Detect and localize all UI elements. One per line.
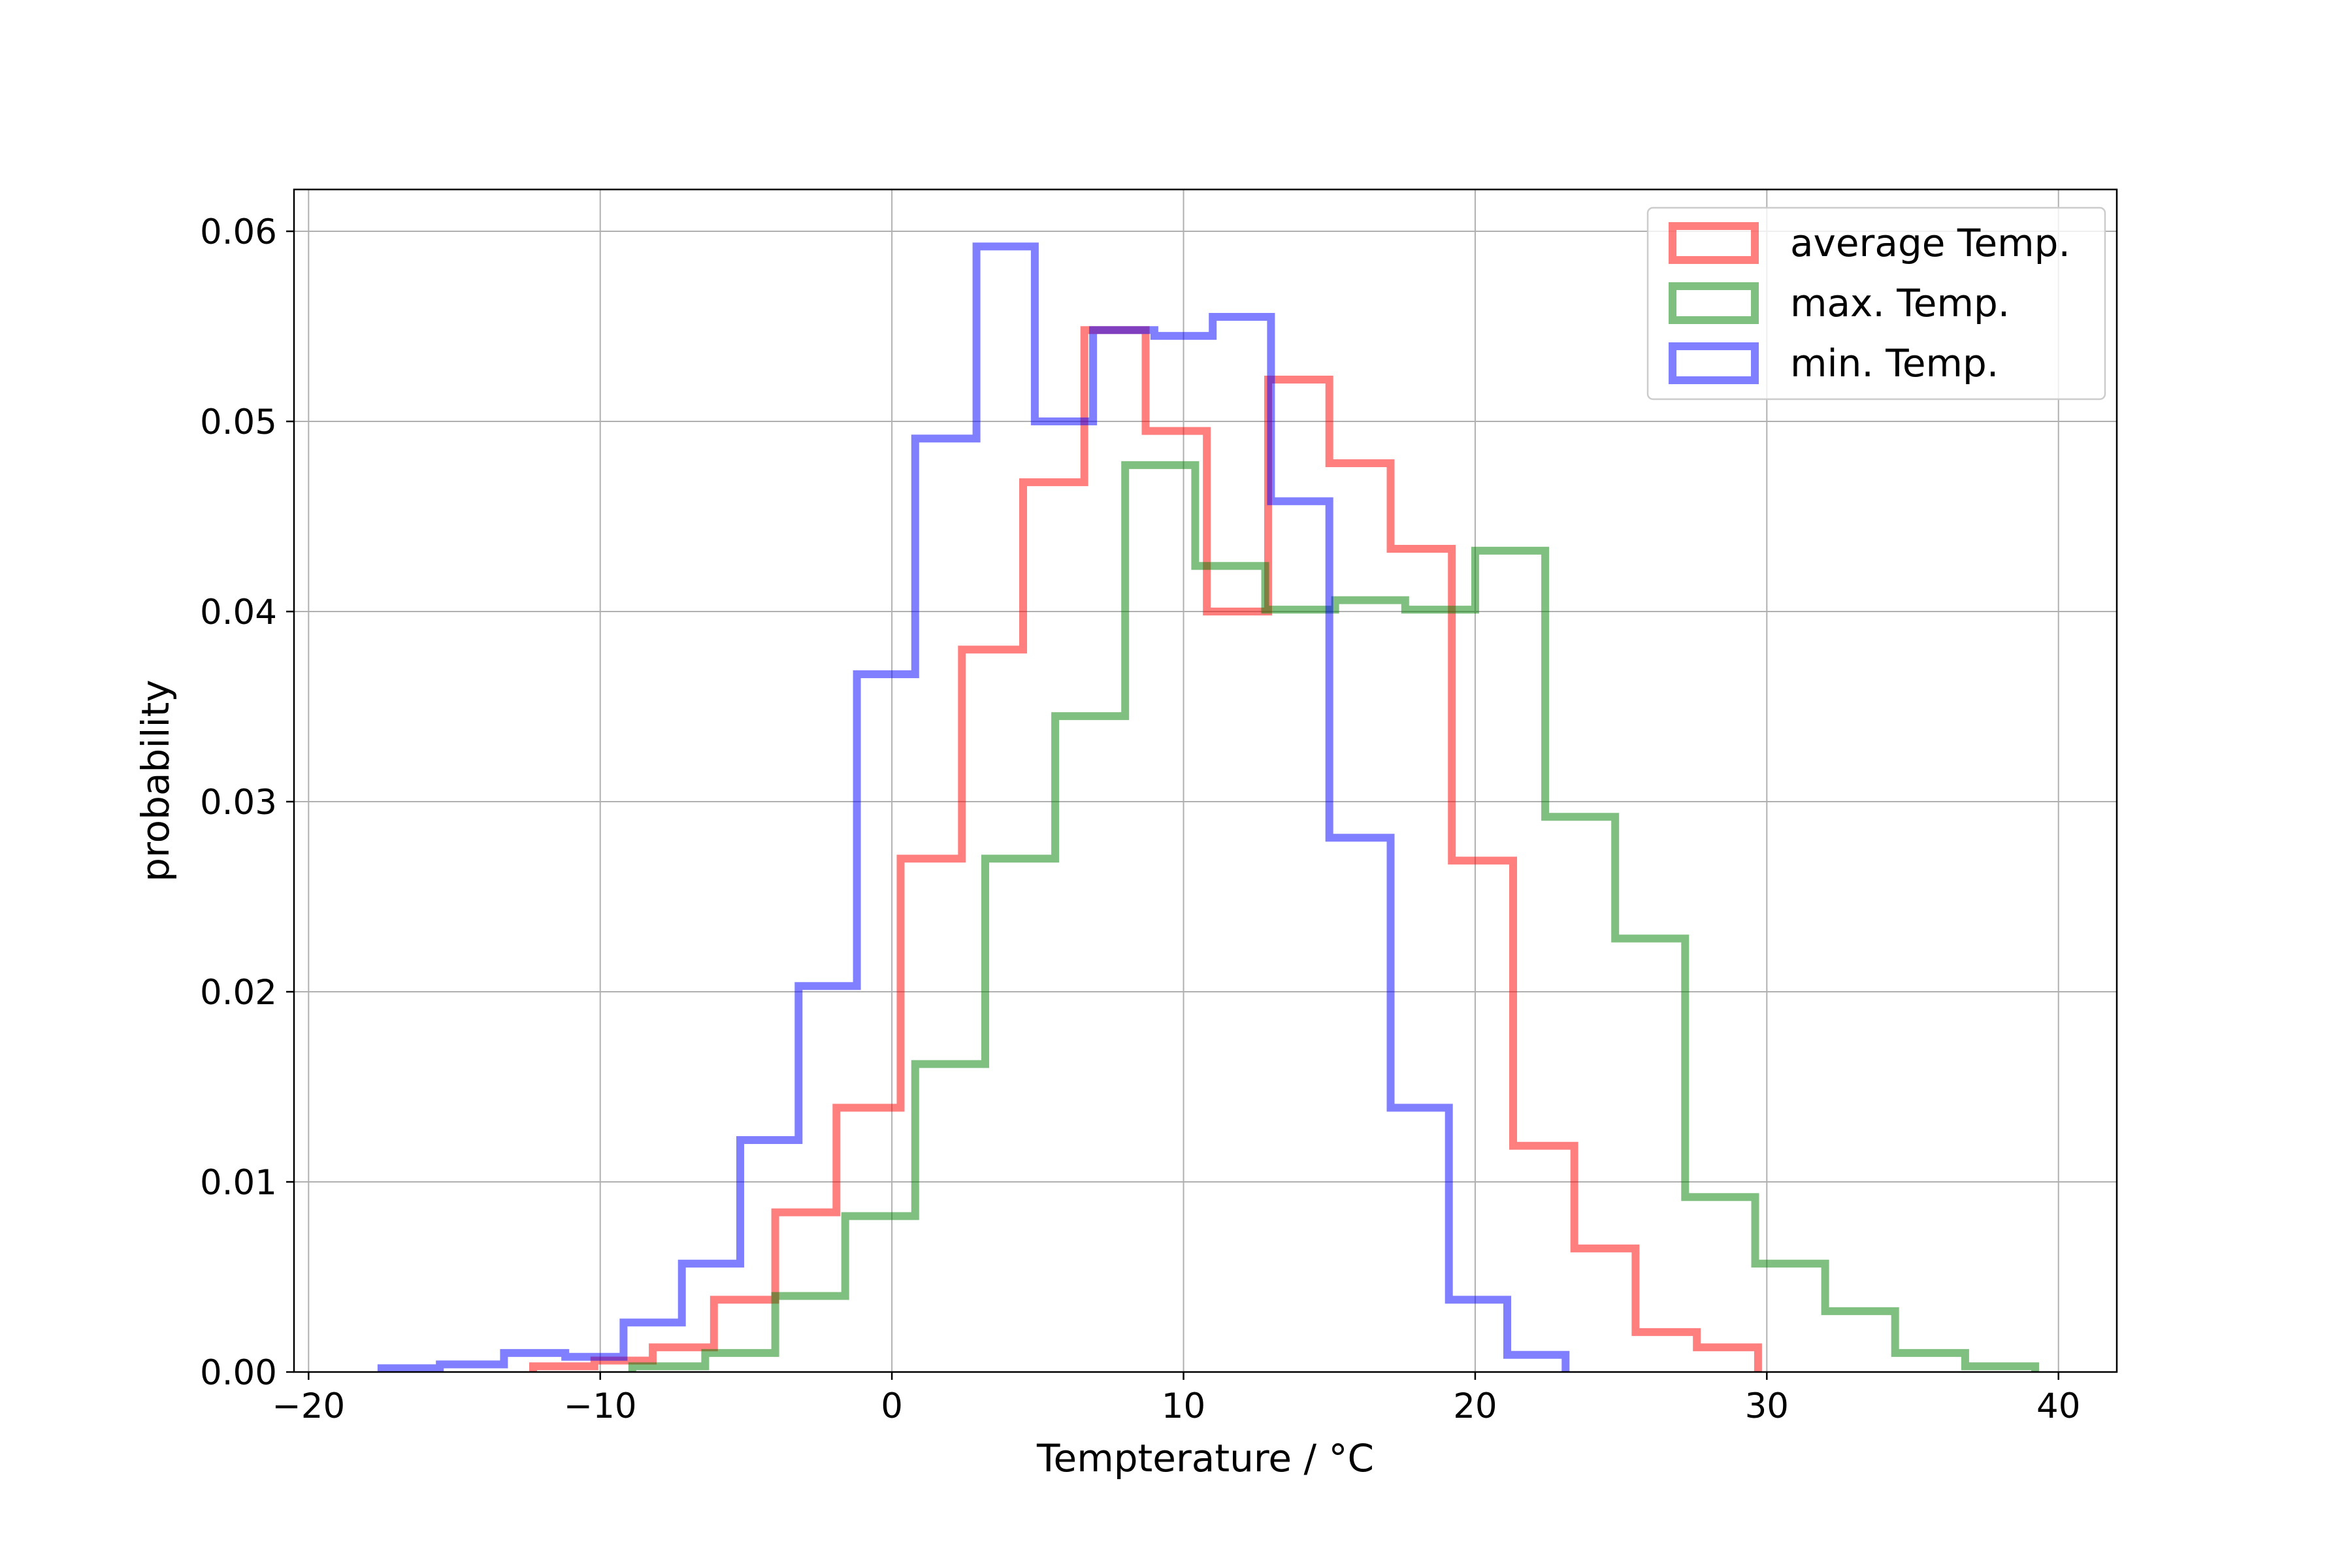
- y-tick-label: 0.00: [200, 1353, 277, 1393]
- x-tick-label: 40: [2036, 1386, 2080, 1426]
- y-tick-label: 0.06: [200, 212, 277, 252]
- series-0-histogram: [529, 326, 1762, 1372]
- y-tick-label: 0.03: [200, 783, 277, 823]
- legend-label-0: average Temp.: [1790, 221, 2070, 265]
- legend-swatch-2: [1669, 342, 1759, 384]
- y-tick-label: 0.02: [200, 973, 277, 1013]
- x-tick-label: 30: [1745, 1386, 1789, 1426]
- legend-box: [1646, 206, 2106, 400]
- legend-label-2: min. Temp.: [1790, 341, 1999, 385]
- x-tick-label: −20: [272, 1386, 345, 1426]
- plot-frame: [293, 188, 2118, 1373]
- y-tick-label: 0.01: [200, 1163, 277, 1203]
- y-tick-label: 0.05: [200, 402, 277, 442]
- series-1-histogram: [628, 461, 2039, 1372]
- legend: average Temp. max. Temp. min. Temp.: [1646, 206, 2106, 400]
- x-tick-label: 0: [881, 1386, 903, 1426]
- legend-swatch-1: [1669, 282, 1759, 324]
- axis-ticks: −20 −10 0 10 20 30 40 0.00 0.01 0.02 0.03 0.04 0.05 0…: [200, 212, 2080, 1426]
- y-axis-title: probability: [133, 679, 178, 881]
- series-2-histogram: [377, 242, 1570, 1373]
- x-tick-label: 10: [1162, 1386, 1205, 1426]
- y-tick-label: 0.04: [200, 593, 277, 632]
- x-tick-label: 20: [1453, 1386, 1497, 1426]
- legend-swatch-0: [1669, 222, 1759, 264]
- histogram-series: [377, 242, 2039, 1373]
- x-tick-label: −10: [564, 1386, 637, 1426]
- legend-label-1: max. Temp.: [1790, 281, 2010, 325]
- x-axis-title: Tempterature / °C: [1036, 1436, 1374, 1480]
